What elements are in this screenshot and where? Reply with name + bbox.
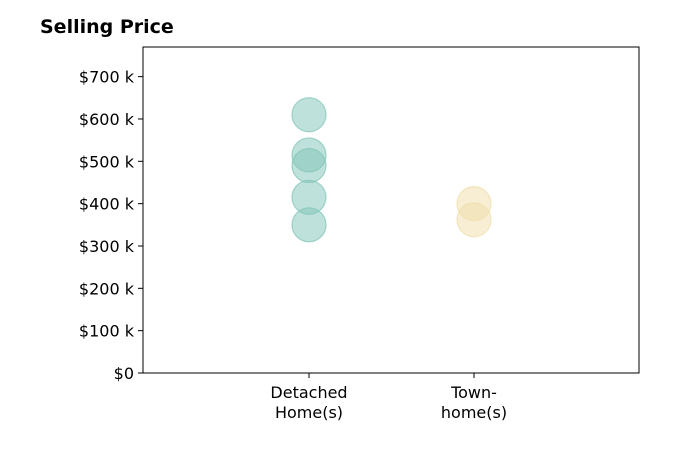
y-tick-label: $400 k [79, 195, 135, 214]
chart-title: Selling Price [40, 16, 174, 38]
x-tick-label-line: Home(s) [275, 403, 343, 422]
x-axis: Detached Home(s) Town-home(s) [270, 373, 507, 422]
y-tick-label: $700 k [79, 68, 135, 87]
y-tick-label: $500 k [79, 152, 135, 171]
data-point [291, 207, 327, 243]
x-tick-label-line: Detached [270, 383, 347, 402]
y-tick-label: $0 [114, 364, 134, 383]
data-point [291, 97, 327, 133]
y-axis: $0 $100 k $200 k $300 k $400 k $500 k $600 k $7… [79, 68, 143, 383]
y-tick-label: $100 k [79, 322, 135, 341]
data-points [291, 97, 492, 243]
y-tick-label: $300 k [79, 237, 135, 256]
x-tick-label: Town-home(s) [441, 383, 507, 422]
x-tick-label: Detached Home(s) [270, 383, 347, 422]
x-tick-label-line: Town- [450, 383, 497, 402]
plot-frame [142, 46, 640, 374]
data-point [456, 202, 492, 238]
x-tick-label-line: home(s) [441, 403, 507, 422]
data-point [291, 147, 327, 184]
y-tick-label: $600 k [79, 110, 135, 129]
y-tick-label: $200 k [79, 279, 135, 298]
